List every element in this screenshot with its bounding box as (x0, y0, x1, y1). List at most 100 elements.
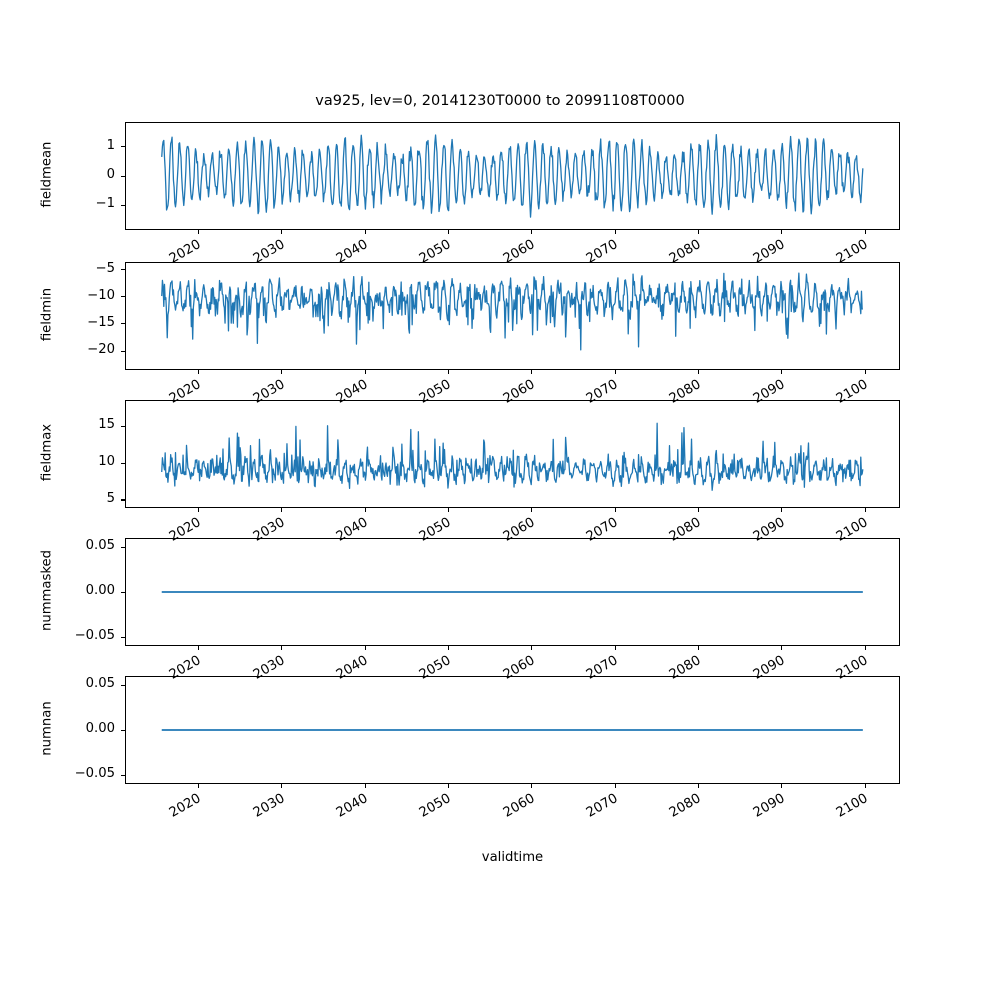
x-tick-mark (531, 646, 533, 650)
x-tick-mark (864, 230, 866, 234)
y-tick-label-fieldmin-3: −5 (95, 260, 115, 276)
subplot-fieldmin (125, 262, 900, 370)
x-tick-mark (197, 784, 199, 788)
x-tick-mark (447, 370, 449, 374)
y-tick-label-fieldmin-1: −15 (87, 314, 115, 330)
x-tick-mark (447, 230, 449, 234)
x-tick-mark (197, 370, 199, 374)
y-tick-mark (121, 425, 125, 428)
x-tick-mark (781, 370, 783, 374)
x-tick-mark (781, 646, 783, 650)
x-tick-mark (697, 508, 699, 512)
x-tick-mark (281, 370, 283, 374)
y-tick-mark (121, 146, 125, 148)
y-tick-mark (121, 296, 125, 298)
plot-line-fieldmax (126, 401, 899, 507)
y-tick-label-fieldmax-1: 10 (98, 454, 115, 470)
subplot-fieldmean (125, 122, 900, 230)
x-tick-mark (364, 784, 366, 788)
x-tick-mark (697, 784, 699, 788)
x-tick-zone-fieldmean: 2020 2030 2040 2050 2060 2070 2080 2090 2100 (125, 230, 900, 267)
y-tick-mark (121, 729, 125, 731)
x-tick-mark (364, 646, 366, 650)
x-tick-label-2080: 2080 (667, 791, 704, 821)
x-tick-label-2070: 2070 (583, 791, 621, 821)
x-tick-mark (864, 370, 866, 374)
y-tick-label-fieldmean-2: 1 (106, 137, 115, 153)
x-tick-label-2040: 2040 (333, 791, 371, 821)
y-tick-label-nummasked-0: −0.05 (74, 628, 115, 643)
x-axis-label: validtime (481, 850, 544, 865)
y-tick-mark (121, 499, 125, 501)
x-tick-zone-fieldmin: 2020 2030 2040 2050 2060 2070 2080 2090 2100 (125, 370, 900, 407)
x-tick-mark (531, 784, 533, 788)
x-tick-mark (864, 784, 866, 788)
subplot-fieldmax (125, 400, 900, 508)
y-tick-mark (121, 591, 125, 593)
x-tick-mark (531, 508, 533, 512)
x-tick-mark (447, 646, 449, 650)
y-tick-mark (121, 269, 125, 271)
x-tick-zone-fieldmax: 2020 2030 2040 2050 2060 2070 2080 2090 2100 (125, 508, 900, 545)
x-tick-label-2060: 2060 (500, 791, 538, 821)
x-tick-mark (531, 230, 533, 234)
y-tick-mark (121, 323, 125, 325)
x-tick-mark (197, 230, 199, 234)
y-tick-mark (121, 462, 125, 464)
x-tick-zone-numnan: 2020 2030 2040 2050 2060 2070 2080 2090 2100 (125, 784, 900, 821)
x-tick-mark (364, 230, 366, 234)
x-tick-label-2100: 2100 (833, 791, 871, 821)
x-tick-mark (197, 646, 199, 650)
x-tick-mark (781, 784, 783, 788)
x-tick-mark (864, 646, 866, 650)
y-tick-label-nummasked-1: 0.00 (85, 583, 115, 598)
x-tick-mark (447, 784, 449, 788)
y-axis-label-fieldmean: fieldmean (39, 141, 55, 208)
y-tick-label-fieldmean-1: 0 (106, 167, 115, 182)
subplot-numnan (125, 676, 900, 784)
x-tick-mark (281, 230, 283, 234)
y-tick-mark (121, 546, 125, 548)
y-tick-label-fieldmax-2: 15 (98, 417, 115, 433)
plot-line-nummasked (126, 539, 899, 645)
y-tick-mark (121, 774, 125, 776)
plot-line-numnan (126, 677, 899, 783)
subplot-nummasked (125, 538, 900, 646)
x-tick-mark (281, 508, 283, 512)
x-tick-mark (281, 646, 283, 650)
x-tick-mark (614, 508, 616, 512)
y-tick-label-numnan-1: 0.00 (85, 721, 115, 736)
x-tick-label-2020: 2020 (167, 791, 204, 821)
y-axis-label-fieldmin: fieldmin (39, 287, 55, 342)
y-tick-mark (121, 204, 125, 206)
y-tick-label-fieldmin-0: −20 (87, 342, 115, 357)
x-tick-mark (447, 508, 449, 512)
y-tick-label-numnan-0: −0.05 (74, 766, 115, 781)
x-tick-mark (364, 508, 366, 512)
y-tick-label-fieldmin-2: −10 (87, 287, 115, 303)
x-tick-mark (614, 370, 616, 374)
y-tick-mark (121, 175, 125, 177)
x-tick-mark (281, 784, 283, 788)
y-axis-label-numnan: numnan (39, 701, 55, 756)
x-tick-label-2030: 2030 (250, 791, 288, 821)
y-tick-mark (121, 350, 125, 352)
x-tick-label-2050: 2050 (417, 791, 454, 821)
y-tick-label-nummasked-2: 0.05 (85, 538, 115, 553)
plot-line-fieldmean (126, 123, 899, 229)
x-tick-mark (197, 508, 199, 512)
x-tick-mark (364, 370, 366, 374)
x-tick-mark (697, 370, 699, 374)
y-tick-label-fieldmax-0: 5 (106, 490, 115, 506)
x-tick-label-2090: 2090 (750, 791, 788, 821)
x-tick-mark (614, 784, 616, 788)
x-tick-zone-nummasked: 2020 2030 2040 2050 2060 2070 2080 2090 2100 (125, 646, 900, 683)
y-tick-label-numnan-2: 0.05 (85, 676, 115, 691)
x-tick-mark (614, 230, 616, 234)
y-axis-label-nummasked: nummasked (39, 550, 55, 632)
x-tick-mark (697, 230, 699, 234)
y-tick-mark (121, 684, 125, 686)
x-tick-mark (781, 230, 783, 234)
x-tick-mark (614, 646, 616, 650)
